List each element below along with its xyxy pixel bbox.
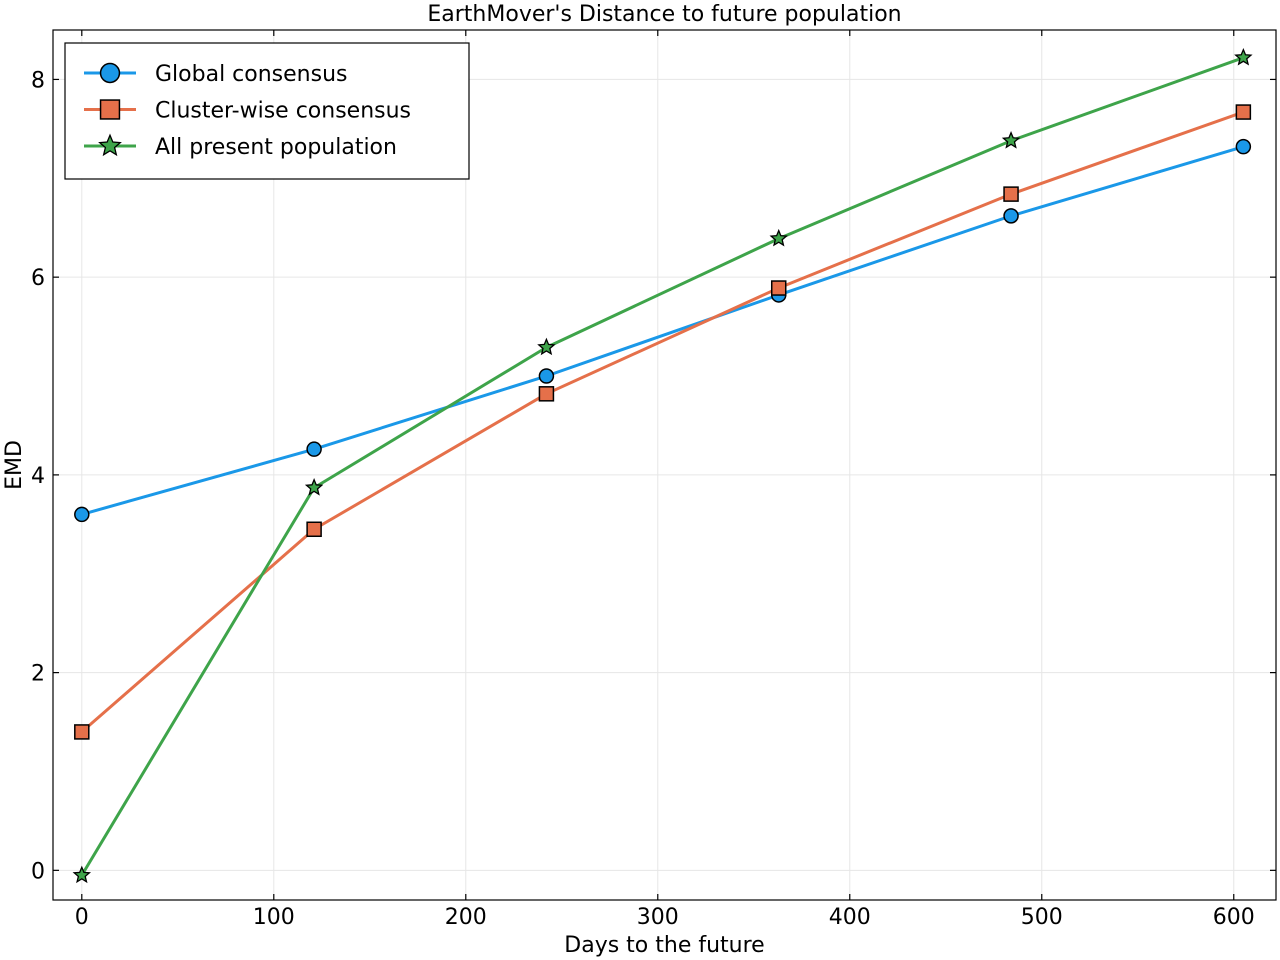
data-point xyxy=(1003,186,1019,202)
legend-marker xyxy=(99,62,121,84)
y-tick-label: 4 xyxy=(31,464,45,489)
x-tick-label: 600 xyxy=(1213,905,1255,930)
x-tick-label: 300 xyxy=(637,905,679,930)
axis-ticks: 0 100 200 300 400 500 600 0 2 4 6 8 xyxy=(31,30,1276,930)
series-layer xyxy=(72,47,1253,884)
data-point xyxy=(306,441,322,457)
legend-entry: Cluster-wise consensus xyxy=(84,99,411,124)
data-point xyxy=(537,337,556,356)
x-tick-label: 100 xyxy=(253,905,295,930)
legend-entry: Global consensus xyxy=(84,62,347,87)
data-point xyxy=(1003,208,1019,224)
y-tick-label: 8 xyxy=(31,68,45,93)
x-tick-label: 500 xyxy=(1021,905,1063,930)
legend-entry: All present population xyxy=(84,133,397,160)
series-line xyxy=(80,56,1244,877)
legend-label: Cluster-wise consensus xyxy=(155,99,411,124)
data-point xyxy=(74,506,90,523)
data-point xyxy=(1235,138,1252,155)
data-point xyxy=(770,280,787,296)
data-point xyxy=(1001,131,1021,149)
series-global-consensus xyxy=(74,138,1252,523)
data-point xyxy=(538,386,555,402)
legend-marker xyxy=(99,99,121,120)
plot-frame xyxy=(52,29,1277,901)
y-tick-label: 6 xyxy=(31,266,45,291)
data-point xyxy=(306,521,322,538)
x-tick-label: 0 xyxy=(75,905,89,930)
data-point xyxy=(304,478,324,496)
x-tick-label: 200 xyxy=(445,905,487,930)
legend: Global consensus Cluster-wise consensus Al… xyxy=(64,42,470,180)
x-tick-label: 400 xyxy=(829,905,871,930)
data-point xyxy=(538,368,555,384)
y-tick-label: 2 xyxy=(31,662,45,687)
series-cluster-wise-consensus xyxy=(74,104,1252,740)
series-line xyxy=(80,110,1244,734)
data-point xyxy=(72,865,92,884)
y-tick-label: 0 xyxy=(31,859,45,884)
y-axis-title: EMD xyxy=(2,440,27,490)
chart-title: EarthMover's Distance to future populati… xyxy=(427,2,901,27)
data-point xyxy=(1234,47,1253,66)
legend-label: All present population xyxy=(155,135,397,160)
data-point xyxy=(74,724,90,740)
data-point xyxy=(769,228,788,247)
x-axis-title: Days to the future xyxy=(564,933,764,958)
data-point xyxy=(1235,104,1252,120)
legend-label: Global consensus xyxy=(155,62,347,87)
series-all-present-population xyxy=(72,47,1253,884)
series-line xyxy=(81,145,1244,516)
legend-marker xyxy=(98,133,122,157)
